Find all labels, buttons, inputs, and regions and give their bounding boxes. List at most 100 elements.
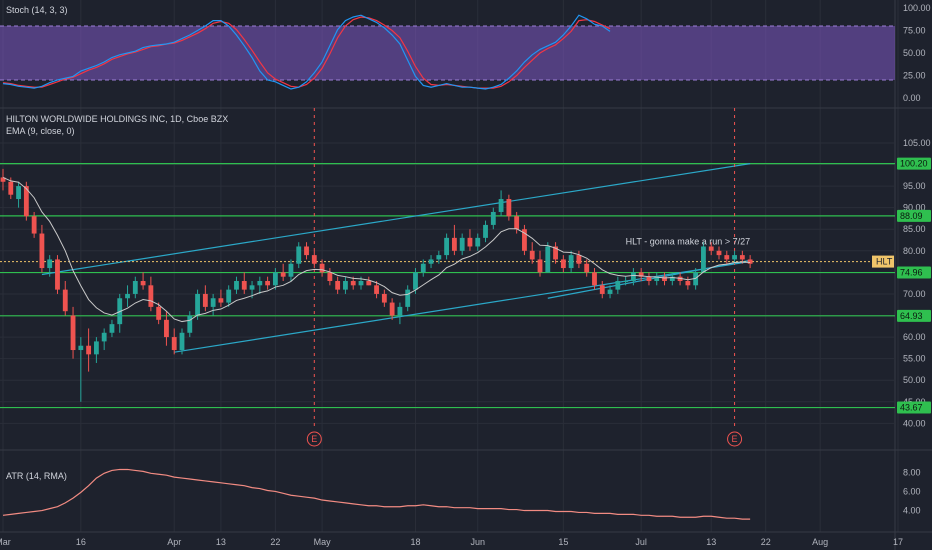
candle-body — [724, 255, 730, 260]
candle-body — [420, 263, 426, 273]
ema-line — [2, 177, 751, 323]
candle-body — [343, 281, 348, 290]
x-tick-label: May — [314, 537, 332, 547]
atr-tick-label: 8.00 — [903, 467, 921, 477]
price-tick-label: 95.00 — [903, 181, 926, 191]
level-badge — [897, 209, 931, 222]
last-price-badge — [872, 255, 894, 268]
candle-body — [148, 285, 154, 307]
stoch-pane: Stoch (14, 3, 3) 100.00 75.00 50.00 25.00 0.… — [0, 3, 931, 103]
candle-body — [234, 281, 239, 290]
candle-body — [490, 211, 496, 225]
x-tick-label: Jul — [635, 537, 647, 547]
price-title: HILTON WORLDWIDE HOLDINGS INC, 1D, Cboe … — [6, 114, 228, 124]
candle-body — [210, 298, 216, 307]
candle-body — [483, 224, 488, 238]
candle-body — [218, 298, 224, 303]
level-label: 100.20 — [900, 159, 928, 169]
x-tick-label: 13 — [706, 537, 716, 547]
price-tick-label: 60.00 — [903, 332, 926, 342]
price-tick-label: 80.00 — [903, 246, 926, 256]
candle-body — [265, 281, 271, 286]
stoch-title: Stoch (14, 3, 3) — [6, 5, 68, 15]
level-badge — [897, 157, 931, 170]
x-tick-label: 18 — [410, 537, 420, 547]
candle-body — [506, 199, 512, 217]
x-tick-label: 13 — [216, 537, 226, 547]
price-tick-label: 40.00 — [903, 418, 926, 428]
candle-body — [366, 281, 372, 286]
candle-body — [467, 237, 473, 247]
stoch-tick-label: 100.00 — [903, 3, 931, 13]
level-label: 74.96 — [900, 268, 923, 278]
x-tick-label: Aug — [812, 537, 828, 547]
atr-title: ATR (14, RMA) — [6, 471, 67, 481]
candle-body — [164, 319, 169, 338]
x-tick-label: Apr — [167, 537, 181, 547]
candle-body — [381, 293, 387, 303]
candle-body — [662, 276, 667, 281]
candle-body — [226, 289, 232, 303]
candle-body — [498, 199, 504, 212]
candle-body — [327, 272, 333, 281]
candle-body — [374, 285, 379, 294]
candle-body — [335, 281, 341, 290]
candle-body — [475, 237, 481, 247]
candle-body — [132, 281, 138, 294]
atr-pane: ATR (14, RMA) 8.00 6.00 4.00 — [2, 467, 921, 520]
candle-body — [125, 293, 130, 299]
candle-body — [62, 289, 68, 312]
candle-body — [0, 177, 6, 182]
level-label: 88.09 — [900, 211, 923, 221]
candle-body — [436, 255, 442, 260]
candle-body — [630, 272, 636, 281]
price-tick-label: 85.00 — [903, 224, 926, 234]
x-tick-label: Mar — [0, 537, 11, 547]
candle-body — [389, 302, 395, 316]
candle-body — [187, 315, 193, 333]
stoch-d-line — [2, 16, 611, 89]
level-badge — [897, 266, 931, 279]
earnings-circle — [727, 431, 743, 447]
atr-line — [2, 468, 751, 520]
price-tick-label: 90.00 — [903, 203, 926, 213]
candle-body — [101, 332, 107, 342]
candle-body — [280, 272, 286, 277]
candle-body — [171, 337, 177, 351]
candle-body — [358, 281, 364, 286]
x-tick-label: 22 — [761, 537, 771, 547]
candle-body — [646, 276, 652, 281]
stoch-tick-label: 50.00 — [903, 48, 926, 58]
candle-body — [592, 272, 597, 286]
candle-body — [568, 255, 574, 269]
candle-body — [669, 276, 675, 281]
annotation-text: HLT - gonna make a run > 7/27 — [626, 236, 751, 246]
candle-body — [623, 281, 629, 282]
stoch-tick-label: 0.00 — [903, 93, 921, 103]
candle-body — [93, 341, 99, 355]
earnings-circle — [306, 431, 322, 447]
candle-body — [31, 216, 37, 234]
x-tick-label: Jun — [470, 537, 485, 547]
candle-body — [599, 285, 605, 294]
candle-body — [701, 246, 706, 273]
x-tick-label: 16 — [76, 537, 86, 547]
support-resistance-lines — [0, 163, 895, 409]
candle-body — [39, 233, 45, 269]
candle-body — [195, 293, 200, 316]
price-tick-label: 50.00 — [903, 375, 926, 385]
candle-body — [545, 246, 551, 273]
atr-axis: 8.00 6.00 4.00 — [903, 467, 921, 515]
x-tick-label: 15 — [558, 537, 568, 547]
candle-body — [249, 285, 255, 290]
candle-body — [397, 306, 403, 316]
candle-body — [553, 246, 558, 260]
candle-body — [156, 306, 162, 320]
last-price-text: HLT — [876, 257, 893, 267]
candle-body — [257, 281, 263, 286]
candle-body — [560, 259, 566, 269]
level-labels: 100.20 88.09 74.96 64.93 43.67 — [897, 157, 931, 414]
price-tick-label: 55.00 — [903, 354, 926, 364]
candle-body — [529, 250, 535, 260]
